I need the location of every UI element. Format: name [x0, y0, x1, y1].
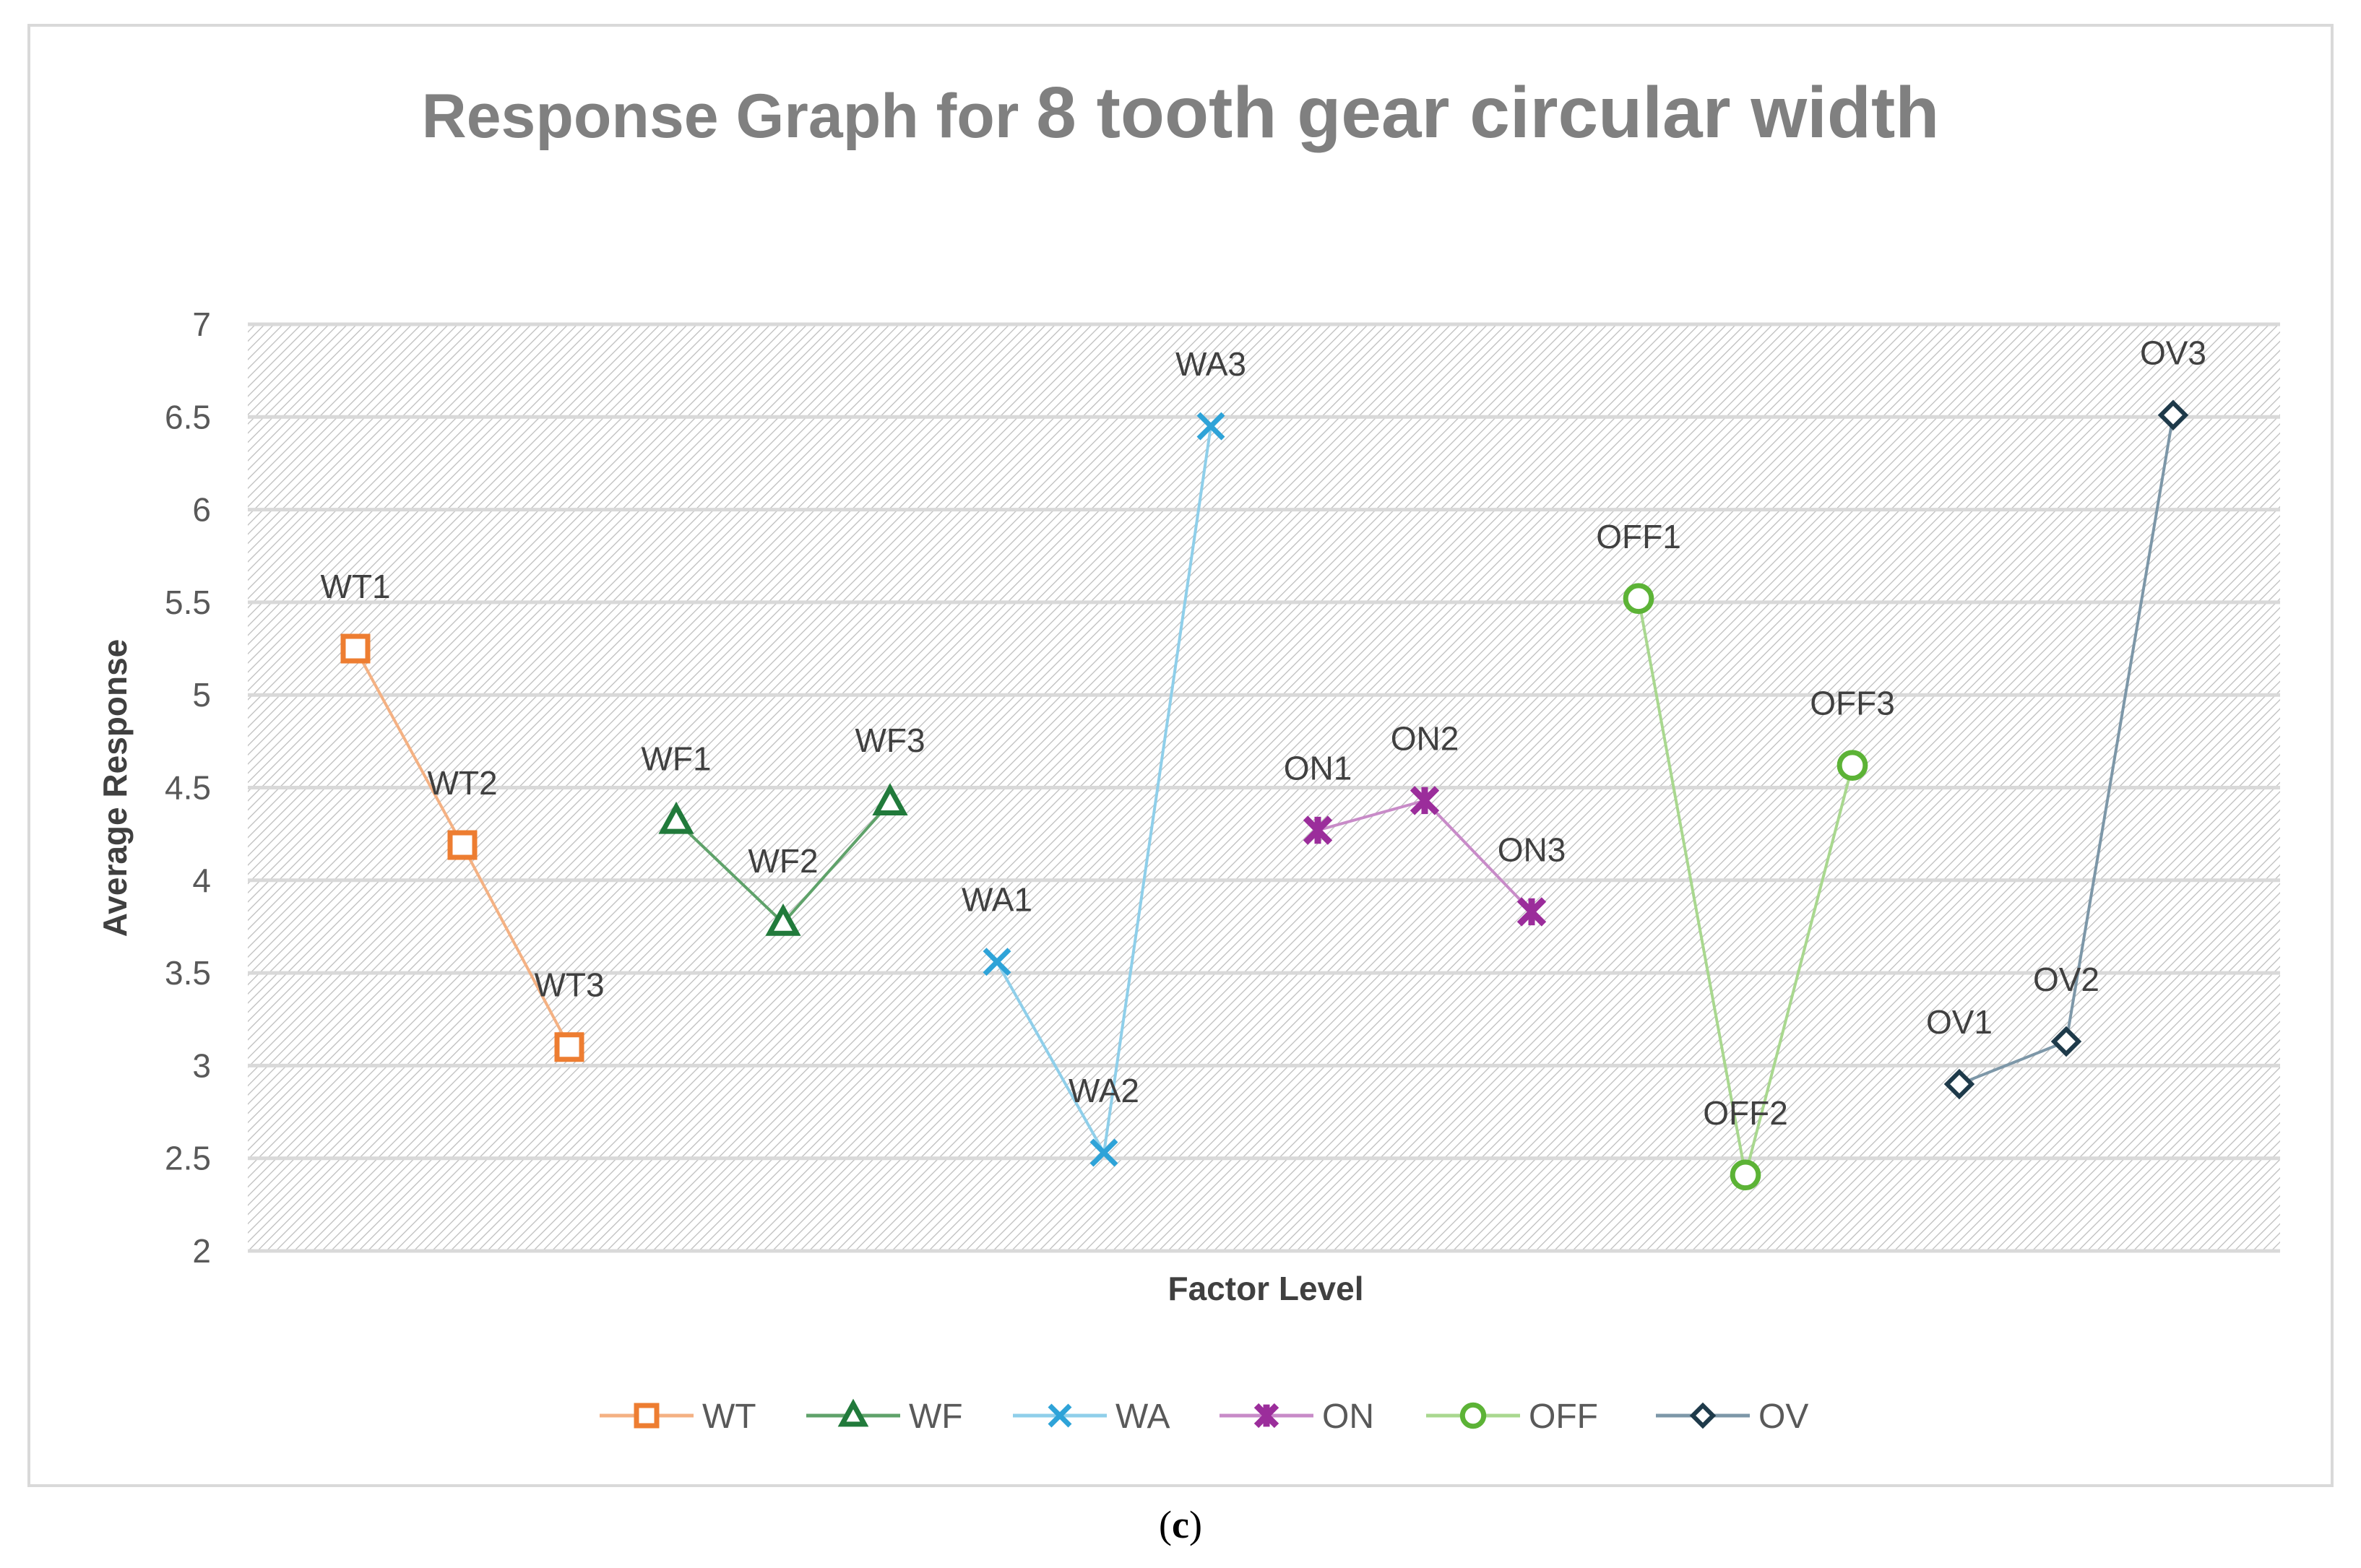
chart-title-prefix: Response Graph for — [422, 82, 1037, 151]
data-point-off1 — [1623, 583, 1654, 615]
y-tick-label: 4.5 — [165, 769, 211, 807]
data-point-wf2 — [765, 904, 801, 936]
legend-label: WF — [909, 1398, 963, 1436]
legend-item-wf: WF — [806, 1398, 963, 1436]
data-label-on3: ON3 — [1498, 831, 1566, 868]
legend-marker-wf — [837, 1398, 869, 1427]
data-point-off3 — [1836, 750, 1868, 781]
caption-open: ( — [1159, 1503, 1173, 1546]
data-label-wf2: WF2 — [748, 842, 818, 880]
legend-label: ON — [1322, 1398, 1374, 1436]
data-point-on1 — [1303, 815, 1333, 845]
data-point-on2 — [1410, 786, 1440, 815]
series-wa: WA1 WA2 WA3 — [962, 345, 1246, 1167]
data-label-ov3: OV3 — [2140, 334, 2206, 372]
data-label-wa2: WA2 — [1069, 1072, 1139, 1109]
chart-title-subject: 8 tooth gear circular width — [1036, 72, 1939, 153]
series-off: OFF1 OFF2 OFF3 — [1596, 518, 1895, 1191]
data-label-ov1: OV1 — [1926, 1003, 1993, 1041]
y-tick-label: 4 — [192, 862, 211, 899]
data-point-wt1 — [340, 633, 371, 664]
data-point-wf1 — [658, 801, 694, 834]
legend-marker-off — [1459, 1402, 1487, 1429]
data-point-ov3 — [2157, 399, 2189, 430]
data-label-off2: OFF2 — [1703, 1094, 1788, 1132]
data-label-ov2: OV2 — [2033, 961, 2099, 998]
y-tick-label: 2.5 — [165, 1140, 211, 1177]
legend-item-wa: WA — [1013, 1398, 1170, 1436]
data-label-wa3: WA3 — [1175, 345, 1246, 383]
y-axis-label: Average Response — [96, 639, 134, 937]
legend-item-wt: WT — [600, 1398, 756, 1436]
legend-item-ov: OV — [1656, 1398, 1808, 1436]
series-wt: WT1 WT2 WT3 — [320, 568, 605, 1062]
caption-letter: c — [1172, 1503, 1189, 1546]
y-tick-label: 2 — [192, 1232, 211, 1270]
data-label-on2: ON2 — [1391, 719, 1459, 757]
data-label-off3: OFF3 — [1810, 685, 1895, 722]
data-point-ov2 — [2050, 1026, 2082, 1057]
data-point-wa2 — [1089, 1138, 1118, 1167]
data-label-wa1: WA1 — [962, 881, 1032, 919]
legend-marker-ov — [1689, 1402, 1717, 1429]
data-point-on3 — [1516, 897, 1547, 927]
data-label-wt1: WT1 — [320, 568, 390, 605]
data-point-wt2 — [447, 830, 478, 860]
series-layer: WT1 WT2 WT3 WF1 WF2 WF3 WA1 WA2 WA3 ON1 ON2 ON3 OFF1… — [320, 334, 2206, 1191]
data-label-wt3: WT3 — [534, 966, 604, 1004]
legend-label: WT — [702, 1398, 756, 1436]
data-point-ov1 — [1943, 1068, 1975, 1100]
data-point-wa3 — [1196, 412, 1225, 441]
legend-label: WA — [1115, 1398, 1170, 1436]
y-axis-ticks: 2 2.5 3 3.5 4 4.5 5 5.5 6 6.5 7 — [165, 306, 211, 1270]
legend-marker-wt — [634, 1403, 660, 1429]
data-point-off2 — [1730, 1159, 1761, 1191]
legend-item-on: ON — [1220, 1398, 1374, 1436]
response-graph-chart: Response Graph for 8 tooth gear circular… — [96, 72, 2280, 1436]
y-tick-label: 3 — [192, 1047, 211, 1084]
data-label-on1: ON1 — [1284, 750, 1352, 787]
y-tick-label: 5 — [192, 676, 211, 714]
data-point-wf3 — [872, 783, 908, 815]
y-tick-label: 7 — [192, 306, 211, 343]
series-on: ON1 ON2 ON3 — [1284, 719, 1566, 927]
data-label-wf1: WF1 — [641, 740, 711, 778]
y-tick-label: 6 — [192, 491, 211, 529]
x-axis-label: Factor Level — [1168, 1270, 1364, 1307]
figure-caption: (c) — [0, 1502, 2361, 1547]
grid-lines — [248, 322, 2280, 1253]
legend-label: OFF — [1529, 1398, 1598, 1436]
series-ov: OV1 OV2 OV3 — [1926, 334, 2206, 1100]
data-label-off1: OFF1 — [1596, 518, 1681, 555]
data-point-wt3 — [554, 1032, 584, 1062]
legend-label: OV — [1758, 1398, 1808, 1436]
data-label-wt2: WT2 — [427, 764, 497, 802]
legend-marker-wa — [1048, 1403, 1072, 1428]
caption-close: ) — [1188, 1503, 1202, 1546]
legend: WT WF WA ON OFF OV — [600, 1398, 1808, 1436]
y-tick-label: 5.5 — [165, 584, 211, 621]
data-label-wf3: WF3 — [855, 722, 925, 759]
data-point-wa1 — [983, 948, 1011, 976]
legend-marker-on — [1253, 1403, 1279, 1429]
legend-item-off: OFF — [1426, 1398, 1598, 1436]
series-wf: WF1 WF2 WF3 — [641, 722, 925, 936]
y-tick-label: 6.5 — [165, 398, 211, 436]
y-tick-label: 3.5 — [165, 954, 211, 992]
chart-title: Response Graph for 8 tooth gear circular… — [422, 72, 1940, 153]
